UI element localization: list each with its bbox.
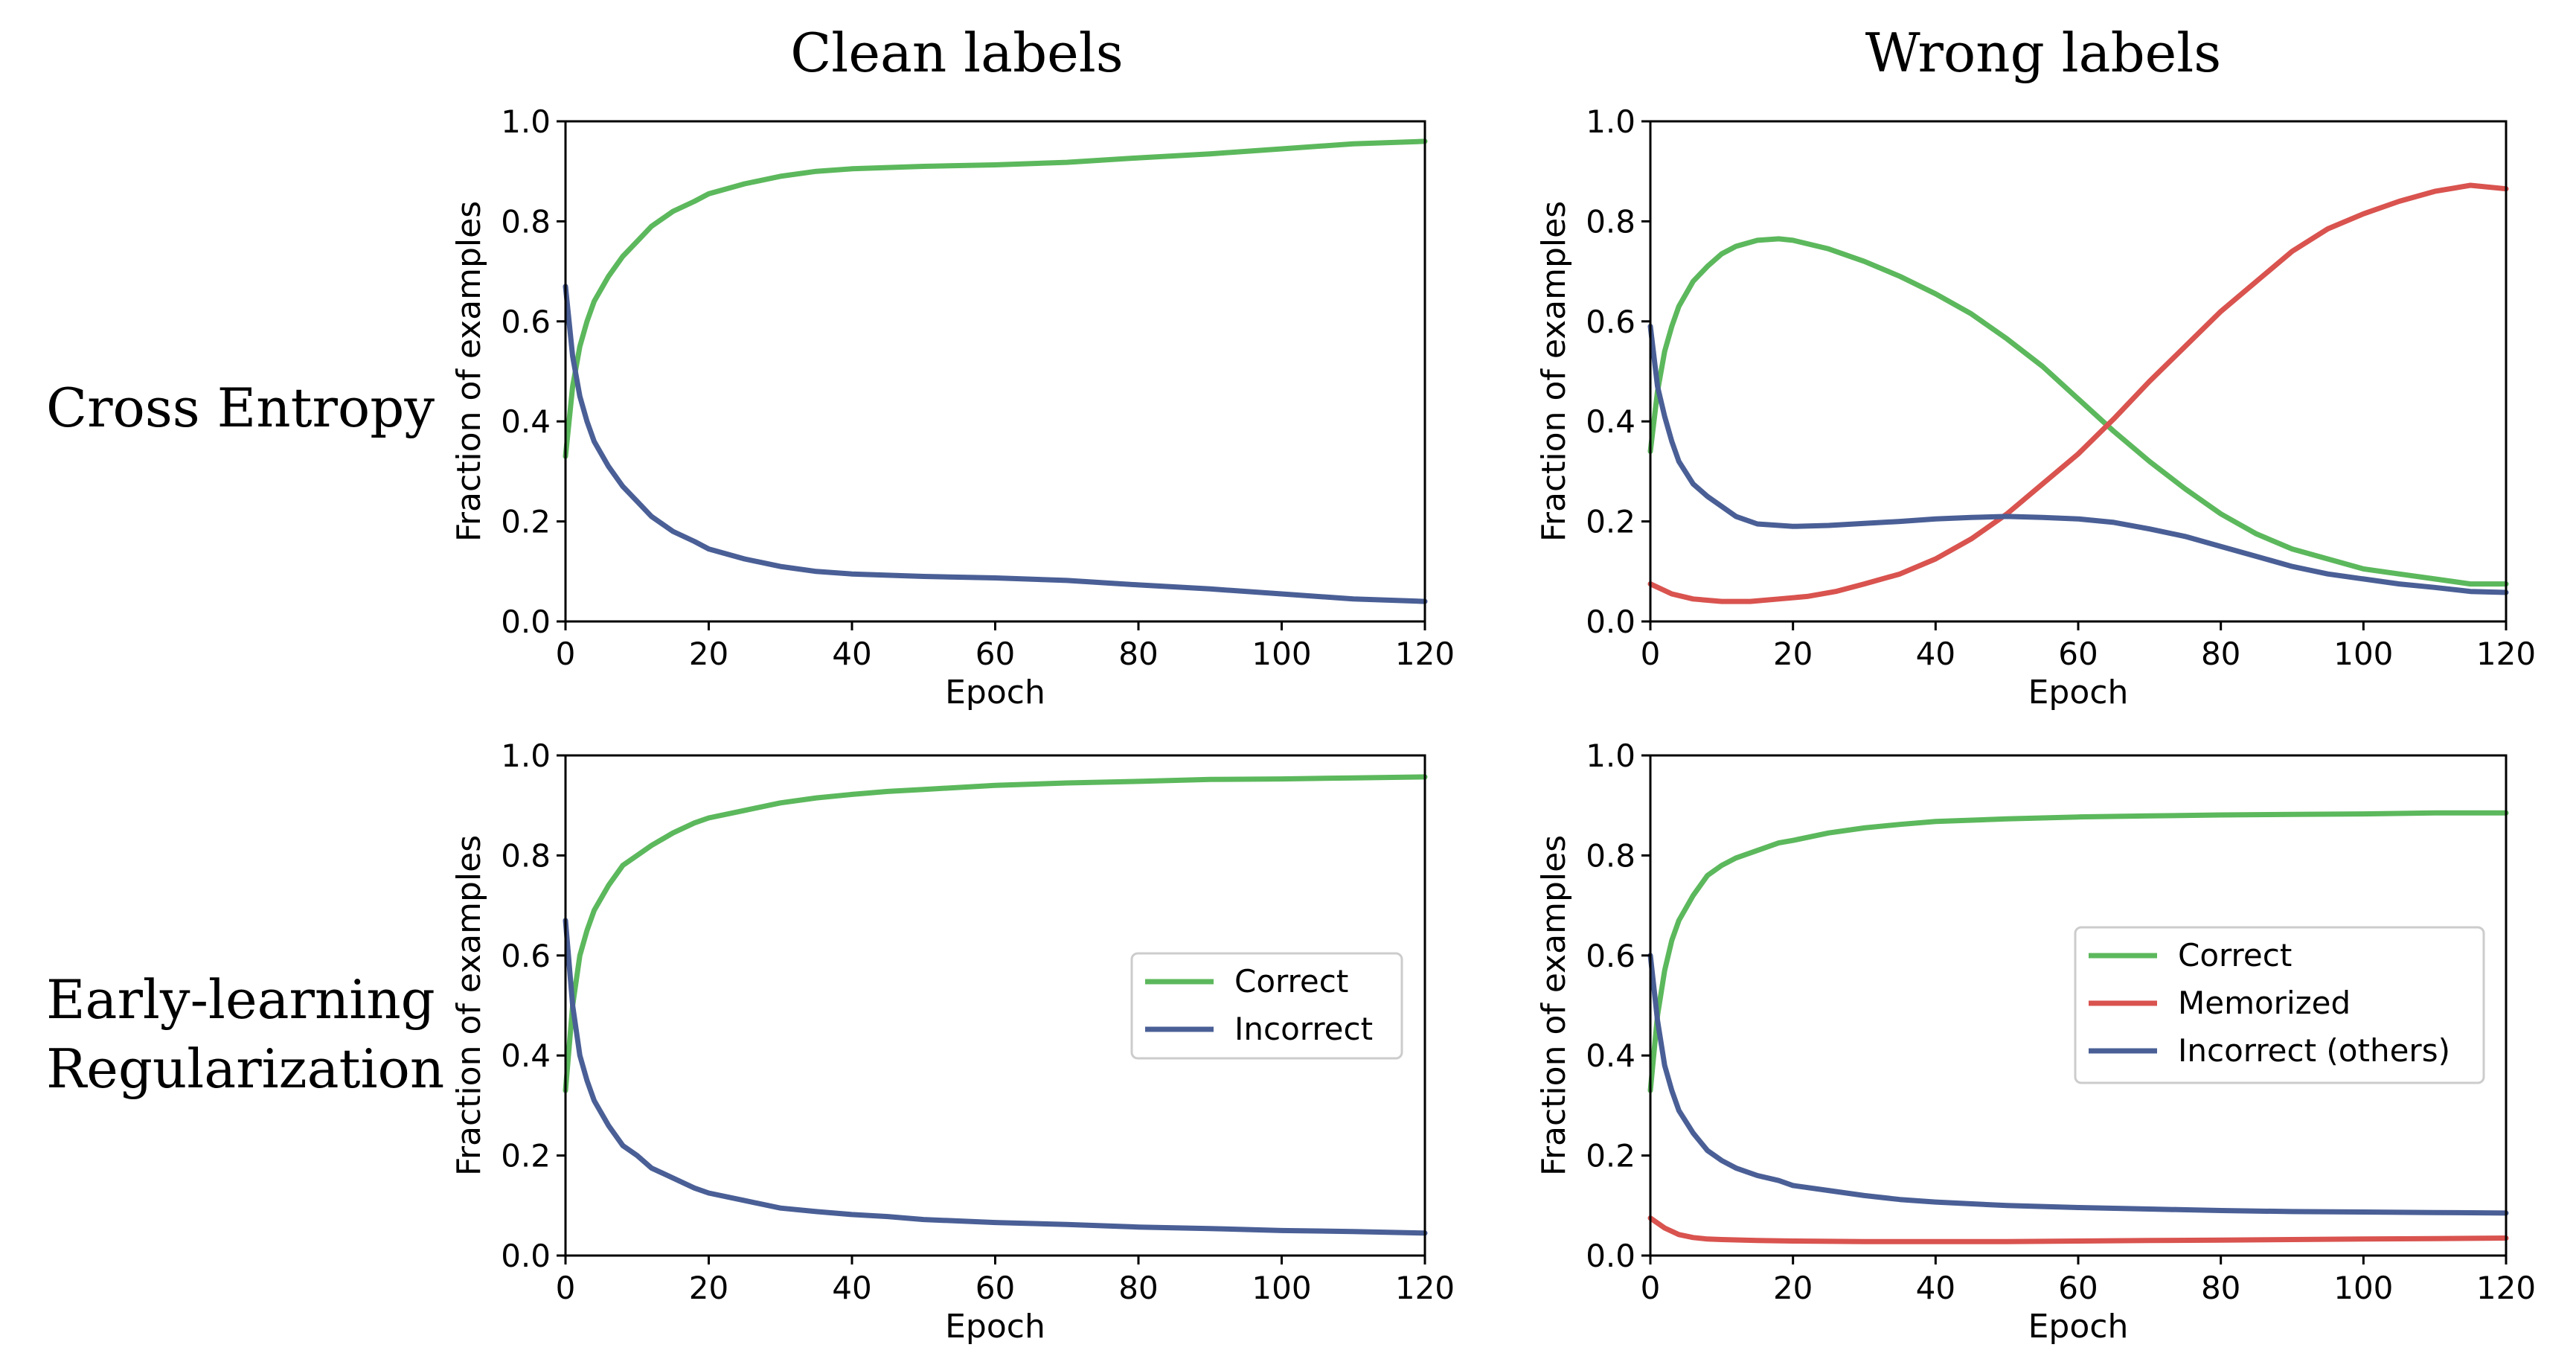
y-tick-label: 0.6 <box>1586 304 1635 340</box>
legend-label: Correct <box>2178 937 2292 973</box>
legend-label: Incorrect <box>1234 1011 1373 1047</box>
legend-label: Memorized <box>2178 985 2351 1021</box>
column-title-clean: Clean labels <box>790 22 1124 84</box>
chart-ce-clean: 0 20 40 60 80 100 120 0.0 0.2 0.4 0.6 0.8 1.0 Epoch Fr… <box>450 103 1455 712</box>
series-line-incorrect-others <box>1647 953 2509 1216</box>
y-tick-label: 0.4 <box>1586 1037 1635 1074</box>
x-tick-label: 0 <box>1641 1270 1661 1306</box>
column-title-wrong: Wrong labels <box>1865 22 2222 84</box>
y-tick-label: 0.4 <box>1586 403 1635 440</box>
y-tick-label: 0.0 <box>1586 604 1635 640</box>
plot-frame <box>1649 120 2508 623</box>
x-tick-label: 40 <box>832 1270 871 1306</box>
series-line-memorized <box>1647 182 2509 604</box>
x-tick-label: 80 <box>1118 636 1158 672</box>
y-tick-label: 1.0 <box>501 103 551 140</box>
series-line-correct <box>563 138 1428 459</box>
x-tick-label: 20 <box>689 1270 728 1306</box>
chart-elr-wrong: 0 20 40 60 80 100 120 0.0 0.2 0.4 0.6 0.8 1.0 Epoch Fr… <box>1535 738 2536 1346</box>
y-tick-label: 0.2 <box>501 504 551 540</box>
y-tick-label: 0.6 <box>501 304 551 340</box>
x-tick-label: 100 <box>2333 1270 2393 1306</box>
x-tick-label: 120 <box>1395 636 1455 672</box>
x-tick-label: 0 <box>556 636 576 672</box>
y-tick-label: 0.0 <box>501 1238 551 1274</box>
x-tick-label: 60 <box>2058 636 2098 672</box>
series-line-memorized <box>1647 1215 2509 1244</box>
y-tick-label: 0.0 <box>501 604 551 640</box>
x-axis-label: Epoch <box>945 674 1045 712</box>
chart-elr-clean: 0 20 40 60 80 100 120 0.0 0.2 0.4 0.6 0.8 1.0 Epoch Fr… <box>450 738 1455 1346</box>
series-line-correct <box>1647 236 2509 587</box>
y-tick-label: 1.0 <box>1586 103 1635 140</box>
chart-ce-wrong: 0 20 40 60 80 100 120 0.0 0.2 0.4 0.6 0.8 1.0 Epoch Fr… <box>1535 103 2536 712</box>
x-tick-label: 60 <box>975 636 1015 672</box>
x-tick-label: 0 <box>1641 636 1661 672</box>
plot-frame <box>564 120 1426 623</box>
y-tick-label: 0.2 <box>1586 1138 1635 1174</box>
row-label-elr-line-2: Regularization <box>46 1037 444 1100</box>
row-label-elr-line-1: Early-learning <box>46 968 435 1031</box>
y-tick-label: 0.2 <box>501 1138 551 1174</box>
x-tick-label: 120 <box>1395 1270 1455 1306</box>
x-tick-label: 40 <box>832 636 871 672</box>
y-tick-label: 0.8 <box>501 837 551 874</box>
y-tick-label: 0.0 <box>1586 1238 1635 1274</box>
y-tick-label: 1.0 <box>1586 738 1635 774</box>
x-tick-label: 80 <box>1118 1270 1158 1306</box>
y-tick-label: 1.0 <box>501 738 551 774</box>
legend: Correct Memorized Incorrect (others) <box>2074 926 2485 1084</box>
y-axis-label: Fraction of examples <box>450 835 488 1176</box>
x-tick-label: 40 <box>1916 1270 1955 1306</box>
x-tick-label: 100 <box>1252 1270 1311 1306</box>
x-tick-label: 0 <box>556 1270 576 1306</box>
x-tick-label: 20 <box>1773 1270 1813 1306</box>
x-tick-label: 100 <box>2333 636 2393 672</box>
x-tick-label: 20 <box>1773 636 1813 672</box>
y-axis-label: Fraction of examples <box>1535 201 1573 542</box>
x-tick-label: 40 <box>1916 636 1955 672</box>
row-label-elr: Early-learning Regularization <box>46 968 452 1100</box>
x-tick-label: 20 <box>689 636 728 672</box>
row-label-cross-entropy: Cross Entropy <box>46 377 435 439</box>
row-label-cross-entropy-line-1: Cross Entropy <box>46 377 435 439</box>
x-axis-label: Epoch <box>2028 1308 2129 1346</box>
x-axis-label: Epoch <box>945 1308 1045 1346</box>
x-tick-label: 120 <box>2476 1270 2536 1306</box>
legend-box <box>2074 926 2485 1084</box>
y-tick-label: 0.8 <box>1586 837 1635 874</box>
x-tick-label: 60 <box>975 1270 1015 1306</box>
y-axis-label: Fraction of examples <box>1535 835 1573 1176</box>
series-line-incorrect-others <box>1647 324 2509 595</box>
x-axis-label: Epoch <box>2028 674 2129 712</box>
x-tick-label: 80 <box>2201 1270 2240 1306</box>
legend-label: Correct <box>1234 963 1348 1000</box>
y-tick-label: 0.4 <box>501 403 551 440</box>
series-line-incorrect <box>563 284 1428 604</box>
legend: Correct Incorrect <box>1130 952 1403 1060</box>
series-line-correct <box>563 774 1428 1093</box>
y-axis-label: Fraction of examples <box>450 201 488 542</box>
chart-panels: 0 20 40 60 80 100 120 0.0 0.2 0.4 0.6 0.8 1.0 Epoch Fr… <box>450 103 2536 1346</box>
series-line-correct <box>1647 810 2509 1093</box>
y-tick-label: 0.8 <box>501 203 551 240</box>
x-tick-label: 120 <box>2476 636 2536 672</box>
series-line-incorrect <box>563 918 1428 1236</box>
y-tick-label: 0.2 <box>1586 504 1635 540</box>
legend-label: Incorrect (others) <box>2178 1032 2450 1069</box>
x-tick-label: 100 <box>1252 636 1311 672</box>
y-tick-label: 0.6 <box>1586 938 1635 974</box>
y-tick-label: 0.8 <box>1586 203 1635 240</box>
y-tick-label: 0.4 <box>501 1037 551 1074</box>
x-tick-label: 60 <box>2058 1270 2098 1306</box>
y-tick-label: 0.6 <box>501 938 551 974</box>
x-tick-label: 80 <box>2201 636 2240 672</box>
